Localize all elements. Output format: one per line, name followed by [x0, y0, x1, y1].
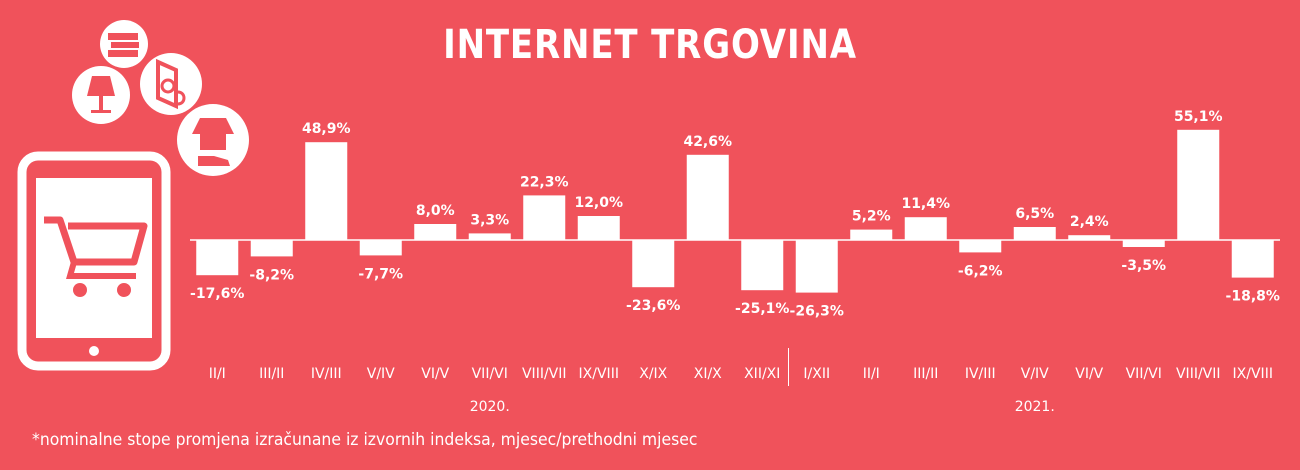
- bar: [959, 240, 1002, 253]
- clothes-icon: [177, 104, 249, 176]
- value-label: 5,2%: [852, 209, 891, 225]
- bar: [1231, 240, 1274, 278]
- x-tick-label: IX/VIII: [579, 366, 619, 382]
- value-label: -17,6%: [190, 286, 244, 302]
- x-tick-label: VI/V: [421, 366, 449, 382]
- bar: [686, 154, 729, 240]
- value-label: -25,1%: [735, 301, 789, 317]
- value-label: 11,4%: [901, 196, 950, 212]
- value-label: -7,7%: [358, 266, 403, 282]
- x-tick-label: VII/VI: [472, 366, 508, 382]
- bar: [850, 229, 893, 240]
- year-group-label: 2021.: [1015, 399, 1055, 415]
- x-tick-label: III/II: [913, 366, 938, 382]
- footnote: *nominalne stope promjena izračunane iz …: [32, 430, 698, 450]
- x-tick-label: XII/XI: [744, 366, 780, 382]
- bar: [250, 240, 293, 257]
- x-tick-label: X/IX: [639, 366, 667, 382]
- x-tick-label: II/I: [209, 366, 226, 382]
- bar: [577, 216, 620, 240]
- x-tick-label: IV/III: [965, 366, 996, 382]
- bar: [1122, 240, 1165, 247]
- bar: [468, 233, 511, 240]
- x-tick-label: XI/X: [694, 366, 722, 382]
- x-tick-label: II/I: [863, 366, 880, 382]
- bar: [359, 240, 402, 256]
- washing-machine-icon: [140, 53, 202, 115]
- bar: [523, 195, 566, 240]
- value-label: -6,2%: [958, 263, 1003, 279]
- chart-title: INTERNET TRGOVINA: [443, 22, 857, 68]
- bar: [196, 240, 239, 276]
- x-tick-label: III/II: [259, 366, 284, 382]
- value-label: -26,3%: [790, 304, 844, 320]
- x-tick-label: VII/VI: [1126, 366, 1162, 382]
- x-tick-label: VIII/VII: [1176, 366, 1221, 382]
- value-label: -23,6%: [626, 298, 680, 314]
- value-label: 3,3%: [470, 212, 509, 228]
- bar: [632, 240, 675, 288]
- bar: [414, 224, 457, 240]
- x-tick-label: V/IV: [367, 366, 395, 382]
- bar: [305, 142, 348, 240]
- tablet-cart-icon: [17, 151, 171, 371]
- books-icon: [100, 20, 148, 68]
- bar: [1177, 129, 1220, 240]
- value-label: 42,6%: [683, 134, 732, 150]
- value-label: 12,0%: [574, 195, 623, 211]
- bar: [1013, 227, 1056, 240]
- year-group-label: 2020.: [470, 399, 510, 415]
- x-tick-label: I/XII: [803, 366, 830, 382]
- value-label: 22,3%: [520, 174, 569, 190]
- x-tick-label: VIII/VII: [522, 366, 567, 382]
- lamp-icon: [72, 66, 130, 124]
- x-tick-label: VI/V: [1075, 366, 1103, 382]
- x-tick-label: IX/VIII: [1233, 366, 1273, 382]
- value-label: 2,4%: [1070, 214, 1109, 230]
- value-label: -3,5%: [1121, 258, 1166, 274]
- value-label: -8,2%: [249, 267, 294, 283]
- value-label: 6,5%: [1015, 206, 1054, 222]
- x-tick-label: V/IV: [1021, 366, 1049, 382]
- value-label: 55,1%: [1174, 109, 1223, 125]
- bar: [741, 240, 784, 291]
- bar: [904, 217, 947, 240]
- bar: [795, 240, 838, 293]
- value-label: -18,8%: [1226, 289, 1280, 305]
- bar: [1068, 235, 1111, 240]
- x-tick-label: IV/III: [311, 366, 342, 382]
- value-label: 48,9%: [302, 121, 351, 137]
- value-label: 8,0%: [416, 203, 455, 219]
